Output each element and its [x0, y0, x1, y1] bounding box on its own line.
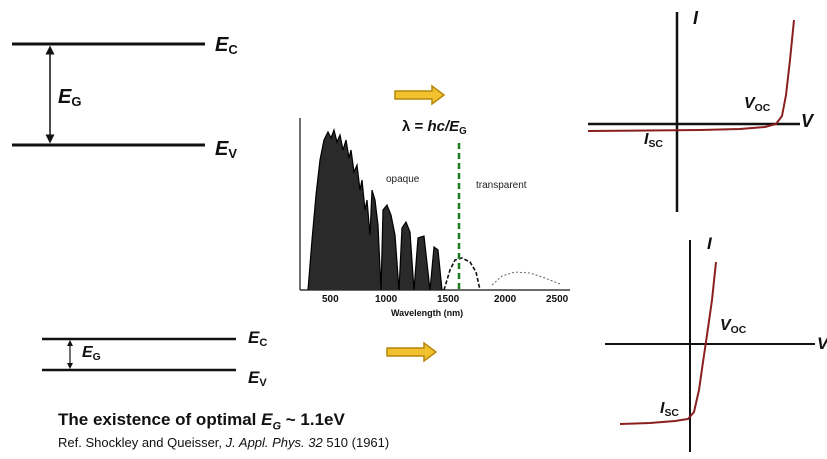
iv-small-curve [619, 261, 717, 425]
spectrum-far-ir-tail [491, 271, 561, 286]
iv-large-i-axis-label: I [693, 8, 699, 28]
band-diagram-small [42, 337, 236, 372]
spectrum-xlabel: Wavelength (nm) [391, 308, 464, 318]
spectrum-xtick: 500 [322, 294, 339, 305]
iv-small-i-axis-label: I [707, 234, 712, 253]
cutoff-wavelength-label: λ = hc/EG [402, 118, 467, 137]
iv-large-voc-label: VOC [744, 95, 771, 114]
band-diagram-large [12, 42, 205, 147]
ec-label-large: EC [215, 34, 238, 57]
iv-small-v-axis-label: V [817, 334, 827, 354]
iv-large-isc-label: ISC [644, 131, 663, 150]
iv-small-isc-label: ISC [660, 400, 679, 419]
ec-label-small: EC [248, 328, 268, 349]
footer-reference: Ref. Shockley and Queisser, J. Appl. Phy… [58, 435, 390, 450]
spectrum-xtick: 2500 [546, 294, 569, 305]
footer-title: The existence of optimal EG ~ 1.1eV [58, 410, 345, 433]
iv-large-curve [587, 19, 795, 132]
opaque-region-label: opaque [386, 174, 420, 185]
ev-label-small: EV [248, 368, 267, 389]
transparent-region-label: transparent [476, 180, 527, 191]
iv-small-voc-label: VOC [720, 317, 747, 336]
right-arrow-icon-bottom [386, 341, 438, 363]
spectrum-xtick: 1500 [437, 294, 460, 305]
iv-large-v-axis-label: V [801, 111, 814, 131]
iv-plot-large [587, 12, 800, 212]
spectrum-xtick: 1000 [375, 294, 398, 305]
right-arrow-icon-top [394, 84, 446, 106]
eg-label-large: EG [58, 86, 82, 109]
solar-spectrum-curve [307, 127, 443, 291]
spectrum-ir-tail [443, 257, 481, 291]
ev-label-large: EV [215, 138, 238, 161]
eg-label-small: EG [82, 344, 101, 363]
solar-spectrum-chart [299, 118, 570, 291]
spectrum-xtick: 2000 [494, 294, 517, 305]
iv-plot-small [605, 240, 815, 452]
